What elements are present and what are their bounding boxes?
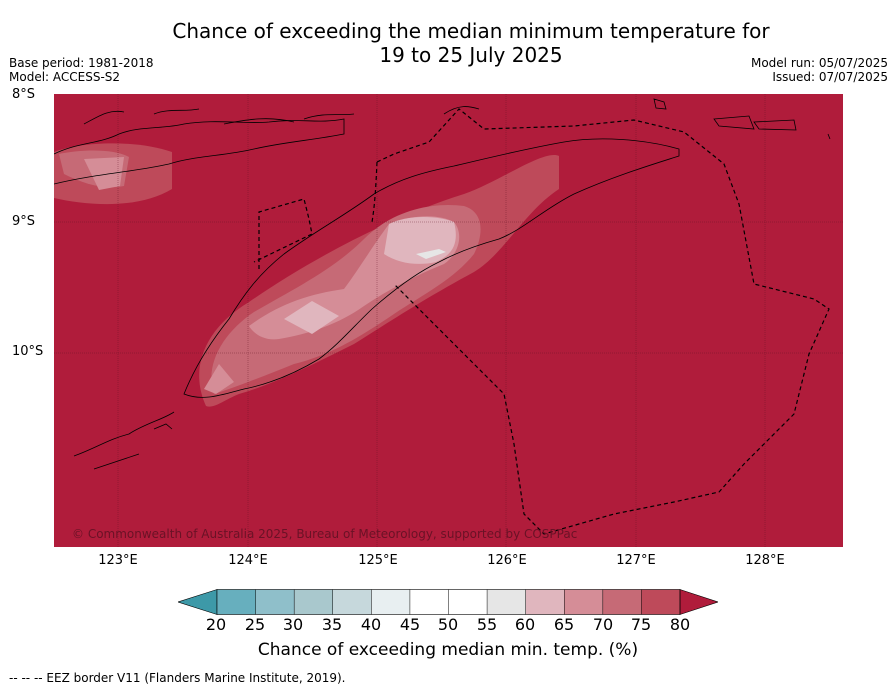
colorbar-label-20: 20 <box>205 615 227 634</box>
colorbar-bin <box>294 589 334 615</box>
coastline-flores-east <box>54 118 345 185</box>
title-line-2: 19 to 25 July 2025 <box>379 43 563 67</box>
colorbar-bin <box>217 589 257 615</box>
colorbar-label-50: 50 <box>437 615 459 634</box>
graticule <box>54 94 843 547</box>
lat-tick-9s: 9°S <box>12 214 36 229</box>
colorbar-label-70: 70 <box>592 615 614 634</box>
colorbar-extend-low <box>178 589 218 615</box>
colorbar-bin <box>255 589 295 615</box>
colorbar-bin <box>487 589 527 615</box>
model-text: Model: ACCESS-S2 <box>9 70 121 84</box>
lon-tick-125e: 125°E <box>358 553 398 568</box>
lat-tick-10s: 10°S <box>12 344 44 359</box>
eez-footnote: -- -- -- EEZ border V11 (Flanders Marine… <box>9 671 346 685</box>
colorbar-bin <box>564 589 604 615</box>
coastline-north-islands <box>83 98 831 140</box>
colorbar-title: Chance of exceeding median min. temp. (%… <box>257 640 639 660</box>
colorbar-label-65: 65 <box>553 615 575 634</box>
map-background <box>54 94 843 547</box>
colorbar-label-60: 60 <box>514 615 536 634</box>
colorbar-label-40: 40 <box>360 615 382 634</box>
colorbar-label-75: 75 <box>630 615 652 634</box>
lon-tick-127e: 127°E <box>616 553 656 568</box>
colorbar-label-55: 55 <box>476 615 498 634</box>
title-line-1: Chance of exceeding the median minimum t… <box>172 19 770 43</box>
contour-65-west <box>84 157 124 190</box>
map-panel: © Commonwealth of Australia 2025, Bureau… <box>54 94 843 547</box>
colorbar-label-30: 30 <box>282 615 304 634</box>
colorbar-bins <box>178 589 718 615</box>
coastlines <box>54 98 831 470</box>
colorbar <box>178 589 718 615</box>
colorbar-bin <box>371 589 411 615</box>
colorbar-bin <box>409 589 449 615</box>
eez-border <box>253 108 830 535</box>
lon-tick-124e: 124°E <box>228 553 268 568</box>
meta-right: Model run: 05/07/2025 Issued: 07/07/2025 <box>751 56 888 84</box>
coastline-timor <box>183 138 680 398</box>
colorbar-bin <box>332 589 372 615</box>
model-run-text: Model run: 05/07/2025 <box>750 56 888 70</box>
meta-left: Base period: 1981-2018 Model: ACCESS-S2 <box>9 56 154 84</box>
colorbar-label-35: 35 <box>321 615 343 634</box>
colorbar-bin <box>525 589 565 615</box>
colorbar-bin <box>448 589 488 615</box>
colorbar-bin <box>641 589 681 615</box>
map-title: Chance of exceeding the median minimum t… <box>0 19 896 67</box>
contour-55-a <box>416 249 446 259</box>
colorbar-label-80: 80 <box>669 615 691 634</box>
colorbar-label-25: 25 <box>244 615 266 634</box>
contour-60-c <box>204 364 234 394</box>
contour-60-b <box>284 301 339 334</box>
colorbar-extend-high <box>679 589 718 615</box>
base-period-text: Base period: 1981-2018 <box>9 56 154 70</box>
lon-tick-128e: 128°E <box>745 553 785 568</box>
lon-tick-123e: 123°E <box>98 553 138 568</box>
copyright-text: © Commonwealth of Australia 2025, Bureau… <box>72 527 577 541</box>
colorbar-label-45: 45 <box>399 615 421 634</box>
coastline-rote <box>73 411 175 470</box>
probability-contours <box>54 143 559 407</box>
lat-tick-8s: 8°S <box>12 87 36 102</box>
lon-tick-126e: 126°E <box>487 553 527 568</box>
issued-text: Issued: 07/07/2025 <box>772 70 888 84</box>
colorbar-bin <box>602 589 642 615</box>
